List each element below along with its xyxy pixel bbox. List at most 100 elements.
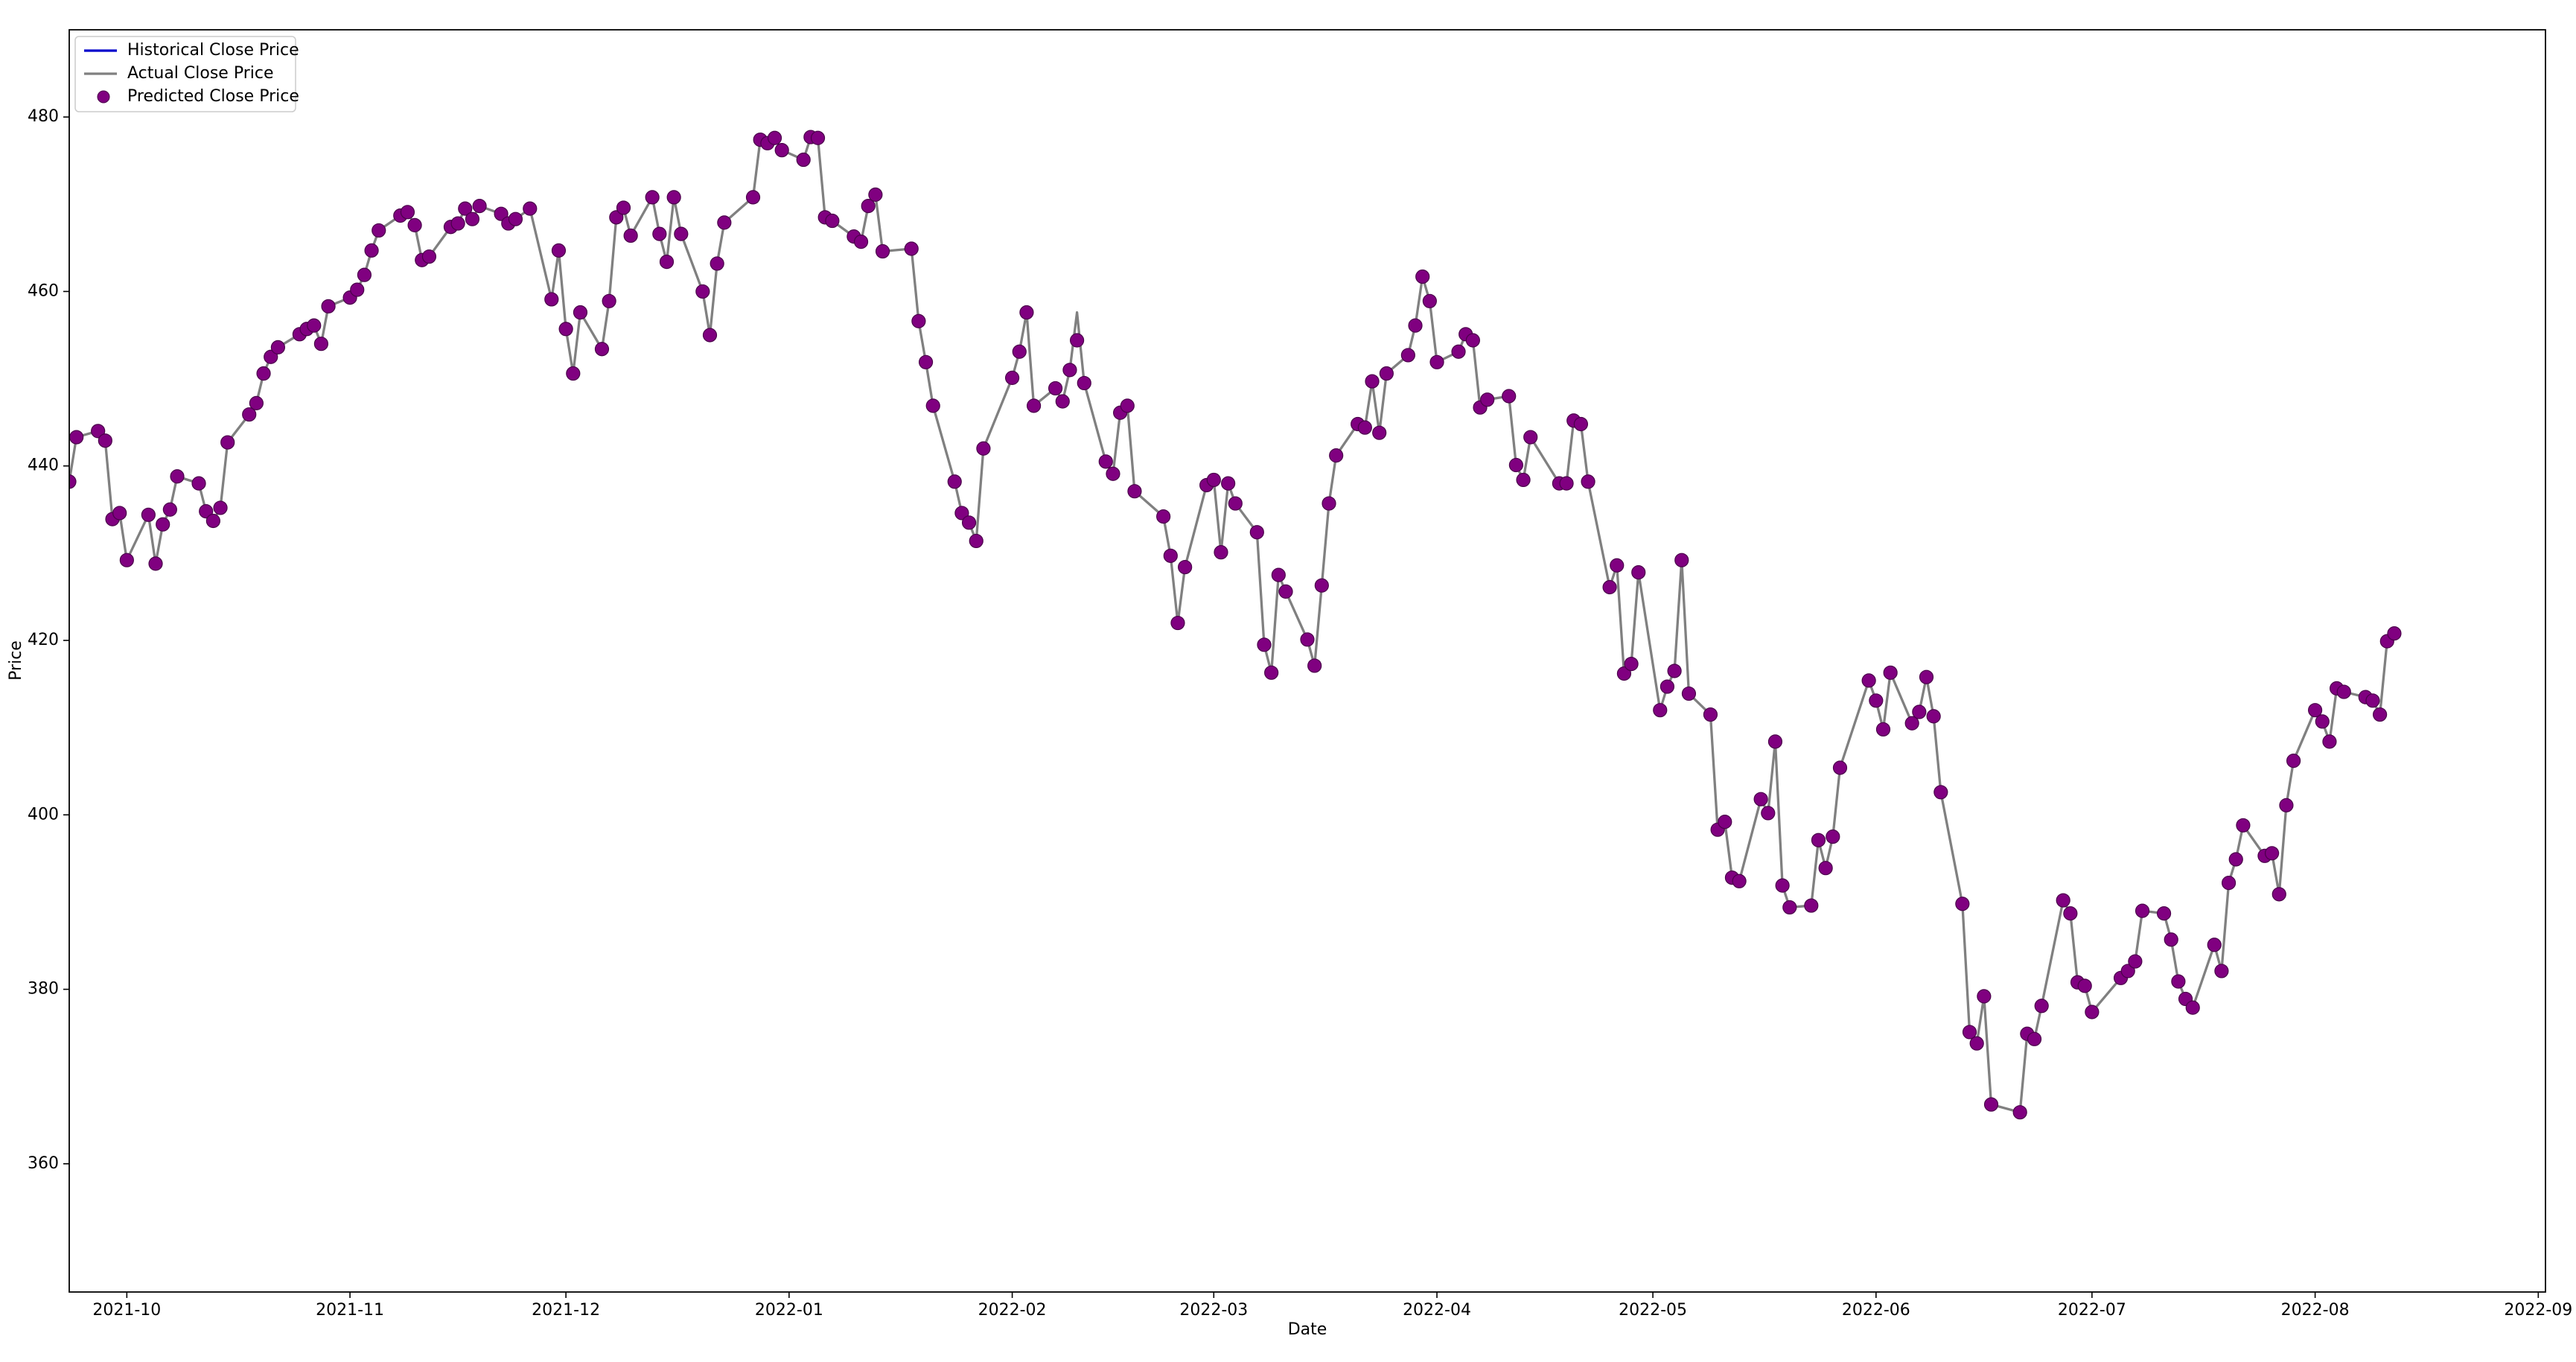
scatter-point xyxy=(918,354,934,369)
scatter-point xyxy=(969,533,983,549)
scatter-point xyxy=(1322,496,1336,511)
scatter-point xyxy=(69,430,84,445)
scatter-point xyxy=(523,201,538,216)
scatter-point xyxy=(1206,472,1221,488)
y-tick-label: 480 xyxy=(28,107,59,126)
scatter-point xyxy=(472,199,487,214)
scatter-point xyxy=(1004,370,1020,385)
scatter-point xyxy=(1674,553,1689,567)
scatter-point xyxy=(1660,679,1675,694)
scatter-point xyxy=(695,284,710,299)
scatter-point xyxy=(609,210,624,225)
scatter-point xyxy=(1804,898,1819,913)
scatter-point xyxy=(1221,476,1236,491)
scatter-point xyxy=(264,349,278,364)
scatter-point xyxy=(364,243,379,258)
plot-frame xyxy=(68,29,2546,1293)
scatter-point xyxy=(674,226,689,241)
x-tick-label: 2021-10 xyxy=(92,1301,161,1320)
x-tick-label: 2022-09 xyxy=(2504,1301,2572,1320)
scatter-point xyxy=(1826,829,1840,844)
scatter-point xyxy=(602,293,616,308)
scatter-point xyxy=(1062,363,1077,378)
scatter-point xyxy=(1573,416,1589,432)
x-tick-label: 2022-05 xyxy=(1619,1301,1687,1320)
scatter-point xyxy=(961,515,977,530)
scatter-point xyxy=(1616,666,1632,681)
scatter-point xyxy=(1811,833,1826,847)
scatter-point xyxy=(2221,876,2237,891)
scatter-point xyxy=(98,433,112,448)
scatter-point xyxy=(2135,903,2150,918)
x-tick-label: 2022-01 xyxy=(755,1301,823,1320)
scatter-point xyxy=(508,211,523,226)
x-tick-label: 2022-07 xyxy=(2058,1301,2126,1320)
scatter-point xyxy=(853,235,869,249)
scatter-point xyxy=(1718,815,1732,830)
scatter-point xyxy=(1314,578,1329,593)
scatter-point xyxy=(2085,1005,2100,1019)
scatter-point xyxy=(191,476,206,491)
scatter-point xyxy=(1581,474,1595,489)
x-tick-label: 2022-04 xyxy=(1403,1301,1471,1320)
scatter-point xyxy=(1480,392,1495,407)
scatter-point xyxy=(594,342,610,357)
scatter-point xyxy=(2063,906,2078,921)
scatter-point xyxy=(1962,1025,1977,1040)
scatter-point xyxy=(1883,665,1898,680)
scatter-point xyxy=(1904,716,1919,731)
scatter-point xyxy=(112,506,127,521)
scatter-point xyxy=(1732,873,1747,888)
scatter-point xyxy=(558,322,573,337)
scatter-point xyxy=(1249,525,1264,540)
scatter-point xyxy=(1357,420,1372,435)
x-tick-label: 2022-08 xyxy=(2281,1301,2350,1320)
scatter-point xyxy=(119,553,134,567)
scatter-point xyxy=(2077,978,2092,993)
scatter-point xyxy=(2207,938,2222,952)
scatter-point xyxy=(911,314,926,328)
scatter-point xyxy=(861,199,876,214)
scatter-point xyxy=(1429,354,1444,369)
scatter-point xyxy=(1048,381,1063,396)
scatter-point xyxy=(1228,496,1243,511)
scatter-point xyxy=(1502,389,1517,404)
scatter-point xyxy=(767,130,782,145)
scatter-point xyxy=(2164,932,2178,947)
scatter-point xyxy=(213,500,228,515)
scatter-point xyxy=(2315,714,2330,729)
scatter-point xyxy=(1120,398,1135,413)
scatter-point xyxy=(702,328,718,343)
scatter-point xyxy=(2027,1031,2042,1046)
scatter-point xyxy=(875,244,890,259)
scatter-point xyxy=(1307,658,1322,673)
scatter-point xyxy=(925,398,940,413)
scatter-point xyxy=(1465,333,1480,348)
scatter-point xyxy=(1422,293,1437,308)
scatter-point xyxy=(1178,559,1193,575)
scatter-point xyxy=(1624,656,1639,672)
scatter-point xyxy=(1869,693,1884,708)
scatter-point xyxy=(2365,693,2380,708)
scatter-point xyxy=(745,190,761,205)
scatter-point xyxy=(1875,722,1891,737)
scatter-point xyxy=(1257,637,1272,652)
scatter-point xyxy=(1933,785,1948,800)
scatter-point xyxy=(1912,704,1927,719)
scatter-point xyxy=(372,223,386,238)
scatter-point xyxy=(400,205,415,220)
scatter-point xyxy=(2034,999,2049,1013)
scatter-point xyxy=(1451,344,1466,359)
scatter-point xyxy=(1026,398,1042,413)
scatter-point xyxy=(1969,1036,1984,1051)
scatter-point xyxy=(2228,852,2243,867)
scatter-point xyxy=(357,267,372,282)
scatter-point xyxy=(1703,707,1718,722)
scatter-point xyxy=(954,506,969,521)
scatter-point xyxy=(1070,333,1085,348)
scatter-point xyxy=(1271,567,1286,582)
scatter-point xyxy=(1415,269,1430,284)
scatter-point xyxy=(1365,374,1380,389)
scatter-point xyxy=(774,143,789,158)
